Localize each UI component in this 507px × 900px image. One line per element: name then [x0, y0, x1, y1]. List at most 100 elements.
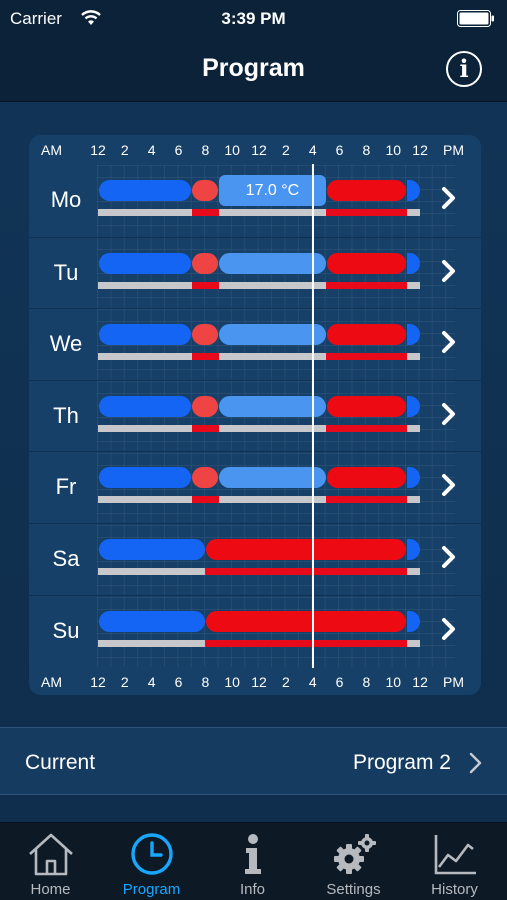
temperature-segment[interactable] — [407, 610, 420, 632]
heating-status-bar — [98, 209, 192, 216]
time-tick: 12 — [90, 142, 106, 158]
axis-am-label: AM — [41, 674, 62, 690]
heating-status-bar — [191, 209, 219, 216]
temperature-segment[interactable] — [192, 467, 219, 489]
heating-status-bar — [98, 639, 206, 647]
temperature-segment[interactable] — [98, 539, 205, 560]
chevron-right-icon[interactable] — [437, 256, 461, 286]
temperature-segment[interactable] — [326, 324, 407, 346]
current-time-line — [311, 164, 314, 668]
day-label: Fr — [55, 474, 77, 500]
heating-status-bar — [406, 353, 421, 361]
temperature-segment[interactable] — [205, 610, 407, 632]
day-row-we[interactable]: We — [29, 308, 481, 380]
heating-status-bar — [326, 424, 407, 432]
day-row-sa[interactable]: Sa — [29, 523, 481, 595]
tab-info[interactable]: Info — [202, 823, 303, 900]
tab-program[interactable]: Program — [101, 823, 202, 900]
tab-label: Info — [239, 881, 266, 898]
temperature-segment[interactable] — [98, 180, 192, 201]
heating-status-bar — [326, 209, 407, 216]
heating-status-bar — [205, 639, 407, 647]
tab-label: Home — [30, 881, 71, 898]
temperature-segment[interactable] — [192, 324, 219, 346]
heating-status-bar — [98, 568, 206, 575]
temperature-segment[interactable] — [219, 395, 326, 417]
temperature-segment[interactable] — [219, 324, 326, 346]
heating-status-bar — [98, 281, 192, 289]
current-program-row[interactable]: Current Program 2 — [0, 727, 507, 795]
temperature-segment[interactable] — [98, 610, 205, 632]
temperature-segment[interactable] — [326, 395, 407, 417]
axis-am-label: AM — [41, 142, 62, 158]
temperature-segment[interactable] — [98, 324, 192, 346]
heating-status-bar — [218, 353, 327, 361]
time-tick: 4 — [308, 674, 317, 690]
day-label: Tu — [53, 259, 79, 285]
temperature-segment[interactable] — [407, 180, 420, 201]
temperature-segment[interactable] — [407, 324, 420, 346]
chevron-right-icon[interactable] — [437, 327, 461, 357]
time-tick: 10 — [385, 674, 402, 690]
temperature-segment[interactable] — [407, 252, 420, 274]
temperature-segment[interactable] — [219, 467, 326, 489]
time-tick: 8 — [201, 142, 210, 158]
tab-history[interactable]: History — [404, 823, 505, 900]
house-icon — [29, 833, 73, 876]
time-tick: 8 — [362, 674, 371, 690]
time-tick: 12 — [412, 674, 428, 690]
temperature-segment[interactable] — [192, 395, 219, 417]
chevron-right-icon[interactable] — [437, 470, 461, 500]
day-row-fr[interactable]: Fr — [29, 451, 481, 523]
heating-status-bar — [191, 496, 219, 504]
temperature-segment[interactable] — [326, 252, 407, 274]
chevron-right-icon[interactable] — [437, 399, 461, 429]
day-label: Su — [52, 617, 80, 643]
temperature-segment[interactable] — [192, 252, 219, 274]
chevron-right-icon[interactable] — [437, 614, 461, 644]
temperature-segment[interactable] — [205, 539, 407, 560]
temperature-segment[interactable] — [407, 395, 420, 417]
temperature-segment[interactable] — [407, 539, 420, 560]
gears-icon — [334, 834, 376, 874]
day-row-th[interactable]: Th — [29, 379, 481, 452]
temperature-segment[interactable] — [407, 467, 420, 489]
chevron-right-icon[interactable] — [437, 542, 461, 572]
heating-status-bar — [218, 496, 327, 504]
time-tick: 6 — [174, 142, 183, 158]
tab-settings[interactable]: Settings — [303, 823, 404, 900]
weekly-schedule-card: AM PM 12 2 4 6 8 10 12 2 4 6 8 10 12 AM PM 12 2 4 6 8 10 1… — [29, 135, 481, 695]
chevron-right-icon[interactable] — [437, 183, 461, 213]
temperature-segment[interactable] — [326, 467, 407, 489]
chart-icon — [434, 835, 476, 875]
time-tick: 2 — [281, 142, 290, 158]
heating-status-bar — [98, 424, 192, 432]
heating-status-bar — [406, 209, 421, 216]
temperature-segment[interactable] — [98, 467, 192, 489]
axis-pm-label: PM — [443, 674, 464, 690]
day-label: Th — [53, 402, 79, 428]
battery-icon — [457, 10, 494, 27]
heating-status-bar — [98, 353, 192, 361]
tab-home[interactable]: Home — [0, 823, 101, 900]
chevron-right-icon — [469, 752, 482, 774]
info-icon — [245, 834, 261, 874]
temperature-segment[interactable] — [98, 252, 192, 274]
time-tick: 6 — [335, 674, 344, 690]
day-row-tu[interactable]: Tu — [29, 236, 481, 309]
temperature-segment[interactable] — [98, 395, 192, 417]
time-tick: 12 — [251, 142, 267, 158]
temperature-segment[interactable] — [192, 180, 219, 201]
tab-label: Settings — [326, 881, 381, 898]
time-tick: 10 — [224, 674, 240, 690]
time-tick: 12 — [412, 142, 428, 158]
temperature-segment[interactable] — [219, 252, 326, 274]
heating-status-bar — [218, 424, 327, 432]
heating-status-bar — [326, 353, 407, 361]
time-tick: 6 — [335, 142, 344, 158]
info-button[interactable]: i — [446, 51, 482, 87]
day-row-mo[interactable]: Mo 17.0 °C — [29, 165, 481, 237]
time-tick: 10 — [385, 142, 402, 158]
day-row-su[interactable]: Su — [29, 594, 481, 667]
temperature-segment[interactable] — [326, 180, 407, 201]
